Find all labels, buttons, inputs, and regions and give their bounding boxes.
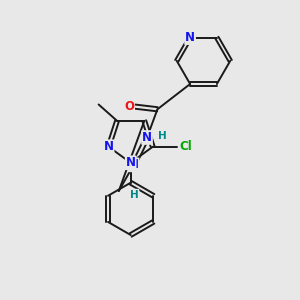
Text: N: N <box>142 131 152 144</box>
Text: H: H <box>130 190 139 200</box>
Text: Cl: Cl <box>179 140 192 153</box>
Text: O: O <box>124 100 134 113</box>
Text: N: N <box>185 31 195 44</box>
Text: N: N <box>103 140 114 153</box>
Text: H: H <box>158 131 167 141</box>
Text: N: N <box>129 158 139 171</box>
Text: N: N <box>126 156 136 169</box>
